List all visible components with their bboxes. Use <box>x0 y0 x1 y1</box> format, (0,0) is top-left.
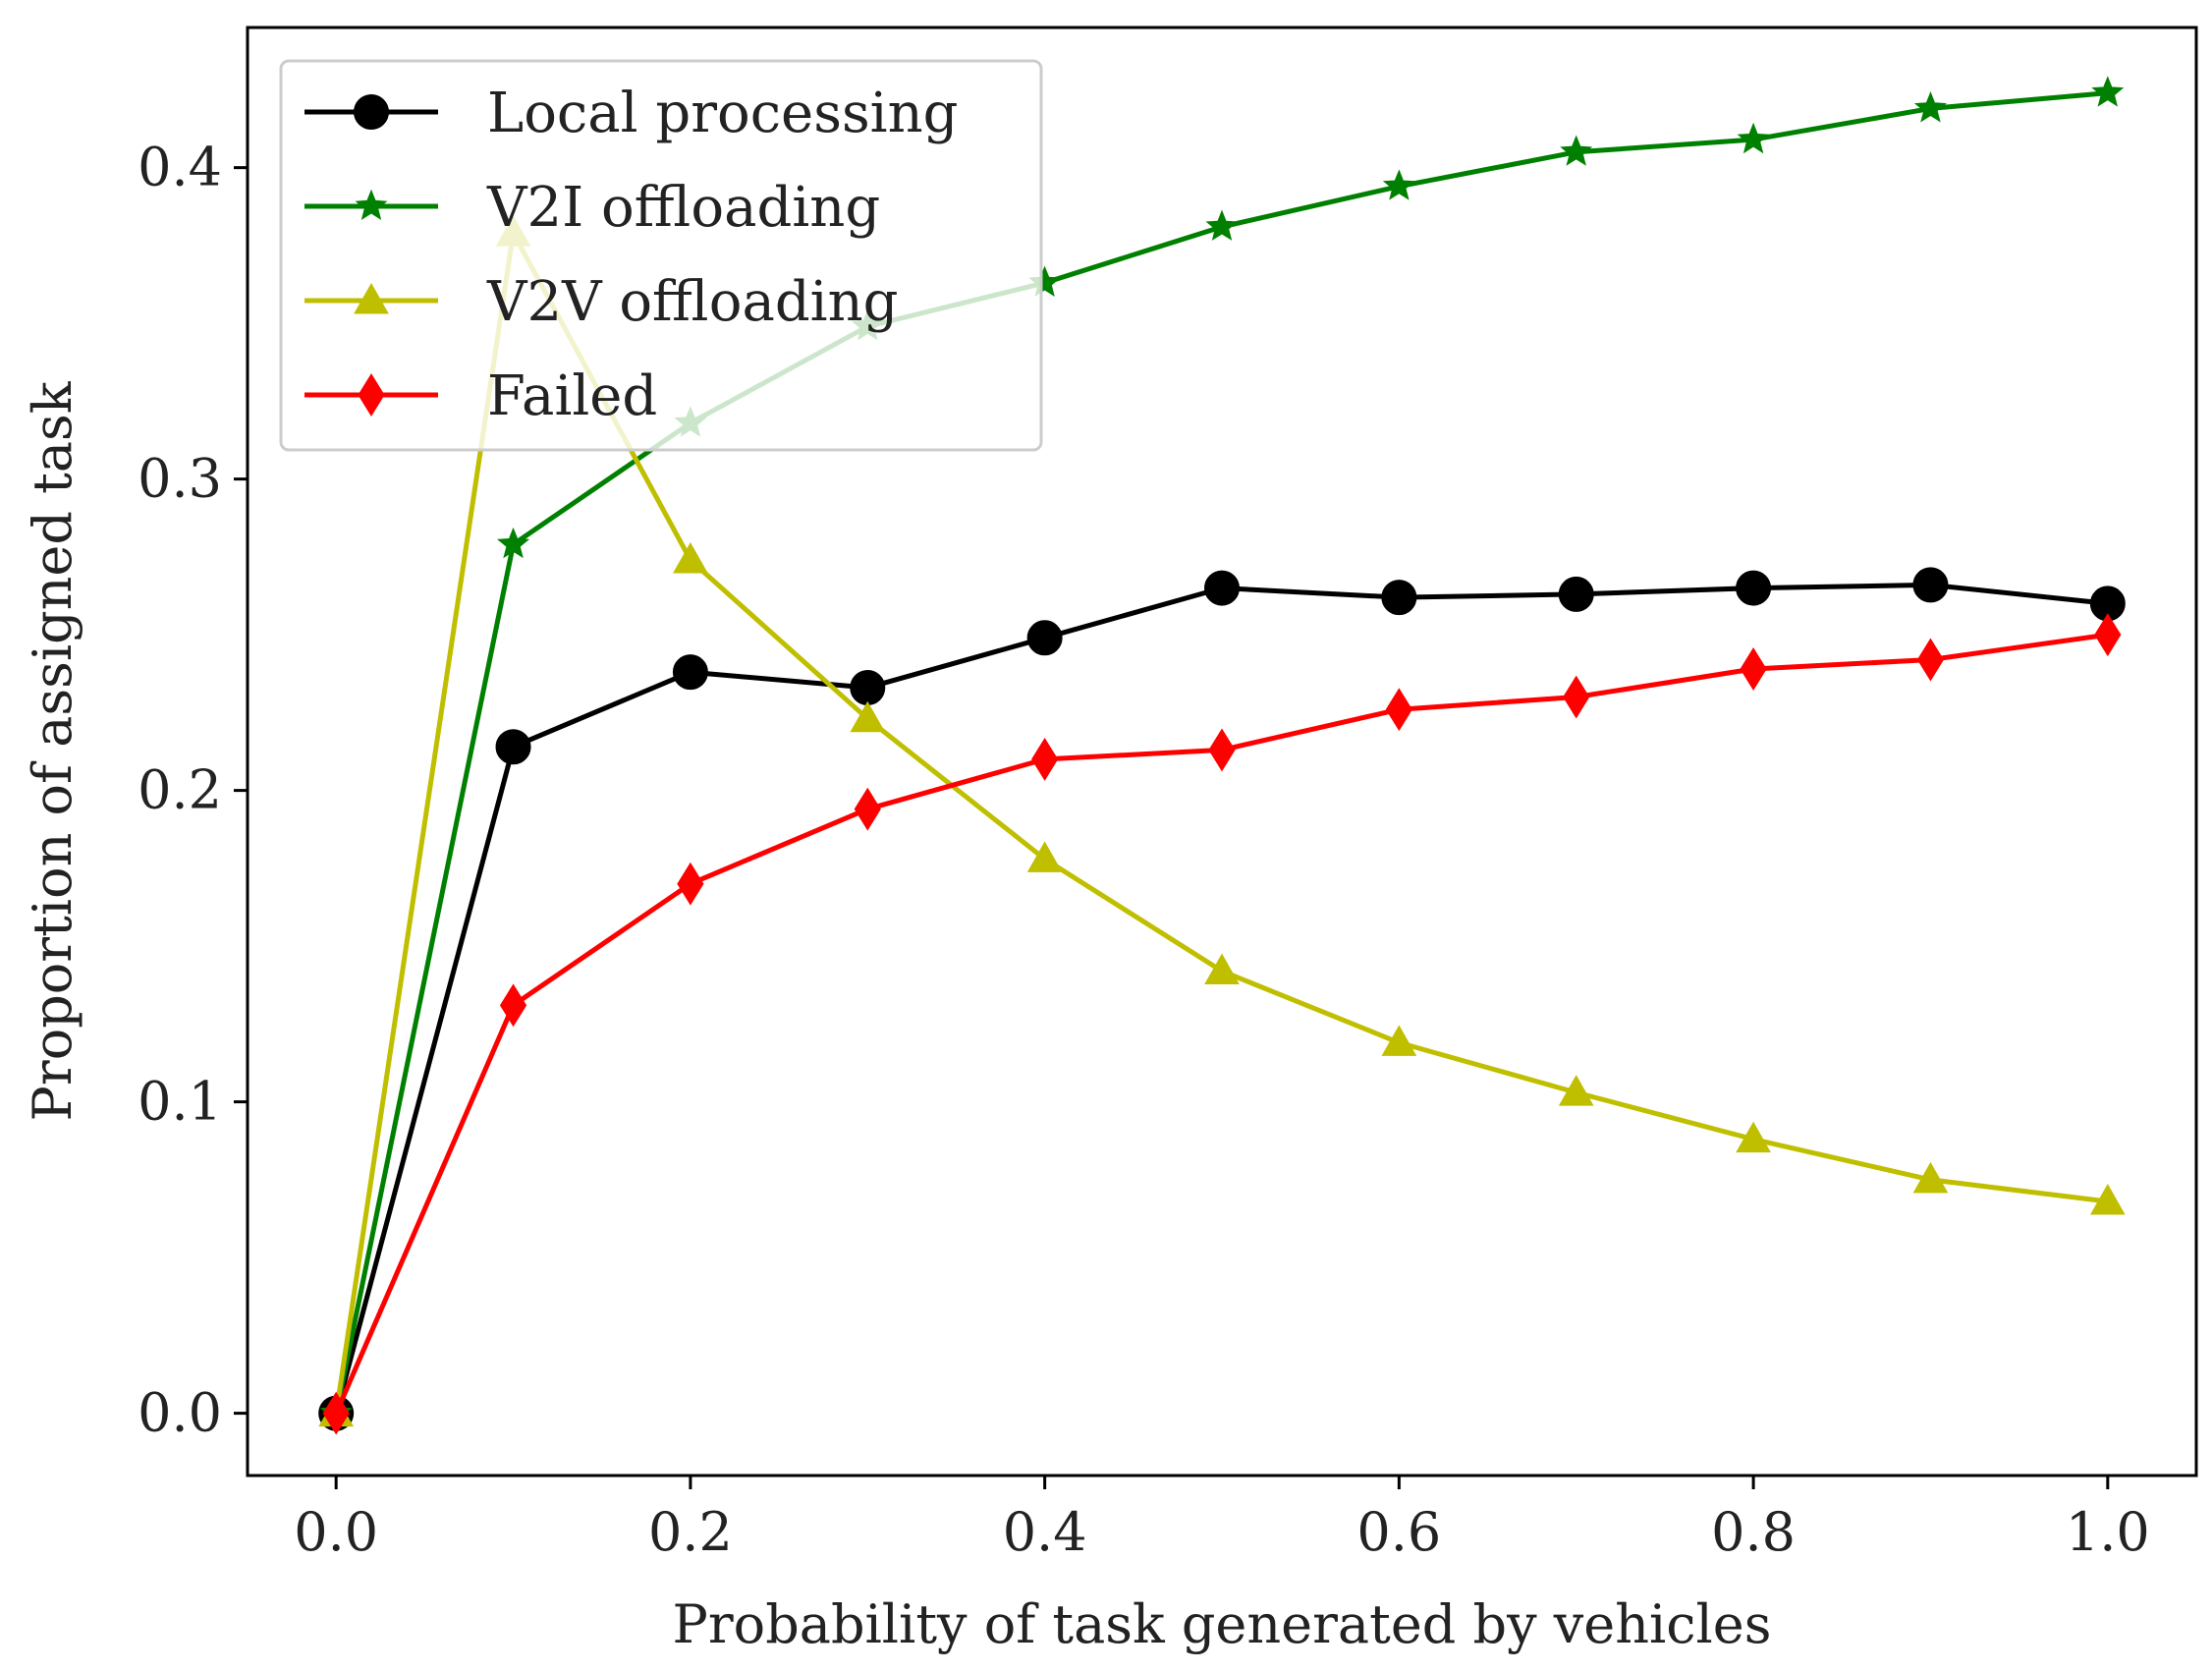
data-point-v2i-offloading <box>1205 209 1239 241</box>
y-tick-label: 0.4 <box>138 137 222 198</box>
legend-item-v2i-offloading: V2I offloading <box>304 176 880 240</box>
data-point-local-processing <box>495 729 531 765</box>
data-point-failed <box>1740 647 1767 691</box>
legend-label-local-processing: Local processing <box>487 82 959 145</box>
x-tick-label: 1.0 <box>2066 1501 2150 1563</box>
data-point-v2i-offloading <box>2091 76 2125 107</box>
x-tick-label: 0.0 <box>294 1501 378 1563</box>
legend-box <box>279 59 1043 452</box>
legend-item-failed: Failed <box>304 364 657 428</box>
series-failed <box>322 613 2122 1435</box>
plot-frame <box>246 26 2198 1477</box>
x-tick-label: 0.8 <box>1711 1501 1796 1563</box>
legend-marker-v2v-offloading <box>354 282 389 314</box>
data-point-v2i-offloading <box>1382 169 1415 200</box>
data-point-v2v-offloading <box>1026 841 1063 872</box>
data-point-local-processing <box>1381 580 1417 616</box>
data-point-local-processing <box>1736 570 1772 606</box>
legend-marker-local-processing <box>354 94 389 130</box>
legend-item-local-processing: Local processing <box>304 82 959 145</box>
data-point-failed <box>854 787 881 831</box>
data-point-local-processing <box>850 670 886 706</box>
data-point-v2i-offloading <box>1913 91 1947 123</box>
data-point-v2i-offloading <box>1737 122 1770 154</box>
data-point-local-processing <box>1912 567 1949 603</box>
data-point-local-processing <box>672 654 708 691</box>
data-point-v2v-offloading <box>850 700 886 733</box>
x-tick-label: 0.6 <box>1356 1501 1441 1563</box>
data-point-failed <box>1031 737 1059 781</box>
data-point-v2v-offloading <box>1558 1075 1594 1106</box>
data-point-failed <box>322 1391 350 1435</box>
data-point-local-processing <box>1026 620 1063 656</box>
y-tick-label: 0.1 <box>138 1071 222 1133</box>
data-point-v2i-offloading <box>1560 135 1593 166</box>
legend-marker-failed <box>358 373 385 417</box>
x-tick-label: 0.2 <box>648 1501 733 1563</box>
y-axis-label: Proportion of assigned task <box>22 380 83 1121</box>
legend-label-v2i-offloading: V2I offloading <box>486 176 880 240</box>
data-point-failed <box>1563 675 1590 719</box>
legend-marker-v2i-offloading <box>355 189 388 220</box>
legend: Local processing V2I offloading V2V offloa… <box>279 59 1043 452</box>
x-tick-label: 0.4 <box>1003 1501 1087 1563</box>
data-point-v2v-offloading <box>1204 953 1240 984</box>
y-tick-label: 0.2 <box>138 759 222 821</box>
legend-label-v2v-offloading: V2V offloading <box>486 270 899 334</box>
data-point-local-processing <box>1558 576 1594 612</box>
data-point-v2v-offloading <box>1736 1121 1771 1153</box>
axes: 0.0 0.2 0.4 0.6 0.8 1.0 0.0 0.1 0.2 0.3 0.4 <box>138 26 2198 1563</box>
data-point-v2v-offloading <box>1381 1025 1417 1056</box>
data-point-failed <box>1208 728 1236 772</box>
x-axis-label: Probability of task generated by vehicle… <box>673 1593 1772 1655</box>
legend-label-failed: Failed <box>487 364 657 428</box>
data-point-failed <box>499 983 527 1028</box>
data-point-failed <box>1385 688 1412 732</box>
legend-item-v2v-offloading: V2V offloading <box>304 270 899 334</box>
data-point-failed <box>1916 638 1945 682</box>
data-point-local-processing <box>1204 570 1240 606</box>
data-point-failed <box>677 862 704 906</box>
data-point-v2v-offloading <box>2089 1184 2126 1215</box>
data-point-v2i-offloading <box>497 527 530 559</box>
data-point-failed <box>2094 613 2122 657</box>
data-point-v2v-offloading <box>1912 1161 1949 1194</box>
y-tick-label: 0.0 <box>138 1382 222 1444</box>
y-tick-label: 0.3 <box>138 448 222 510</box>
data-point-v2v-offloading <box>673 542 708 574</box>
